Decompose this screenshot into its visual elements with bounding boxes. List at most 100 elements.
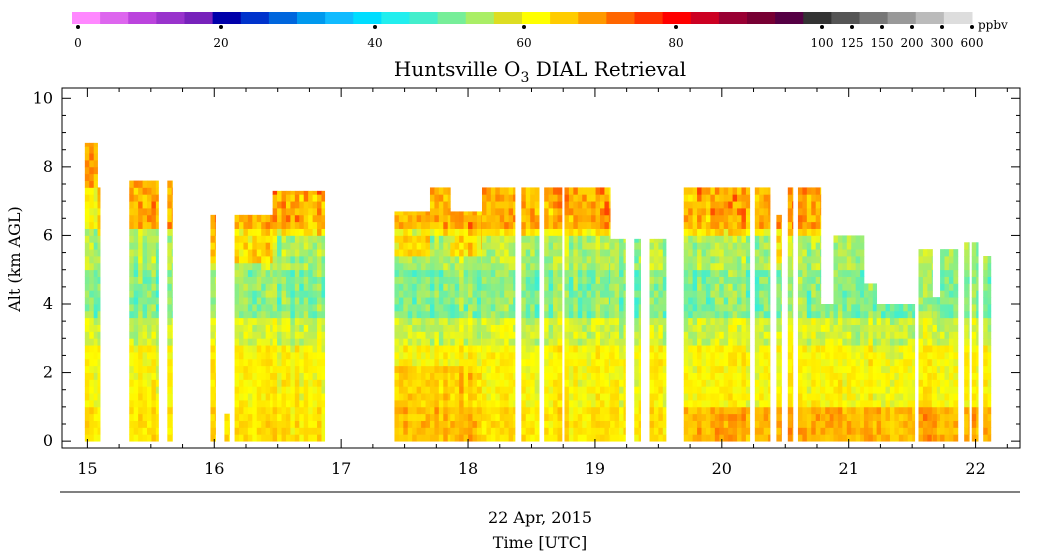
heatmap-cell xyxy=(683,413,689,421)
heatmap-cell xyxy=(759,221,765,229)
heatmap-cell xyxy=(802,338,808,346)
heatmap-cell xyxy=(234,214,240,223)
heatmap-cell xyxy=(792,345,794,353)
heatmap-cell xyxy=(412,413,418,421)
heatmap-cell xyxy=(898,304,904,312)
heatmap-cell xyxy=(495,400,501,408)
heatmap-cell xyxy=(277,358,282,367)
heatmap-cell xyxy=(776,297,782,305)
heatmap-cell xyxy=(243,406,249,415)
heatmap-cell xyxy=(697,310,702,319)
heatmap-cell xyxy=(833,304,839,312)
heatmap-cell xyxy=(425,304,431,312)
heatmap-cell xyxy=(591,228,596,236)
heatmap-cell xyxy=(745,358,751,367)
heatmap-cell xyxy=(129,406,135,415)
heatmap-cell xyxy=(806,365,812,373)
heatmap-cell xyxy=(147,413,152,421)
heatmap-cell xyxy=(855,406,861,415)
heatmap-cell xyxy=(548,221,554,229)
heatmap-cell xyxy=(468,235,473,243)
heatmap-cell xyxy=(499,208,505,216)
heatmap-cell xyxy=(591,208,596,216)
heatmap-cell xyxy=(610,427,615,435)
heatmap-cell xyxy=(557,317,563,325)
heatmap-cell xyxy=(820,413,822,421)
heatmap-cell xyxy=(912,358,916,367)
heatmap-cell xyxy=(557,262,563,271)
heatmap-cell xyxy=(521,358,527,367)
heatmap-cell xyxy=(851,420,857,428)
heatmap-cell xyxy=(443,208,449,216)
heatmap-cell xyxy=(97,187,101,195)
colorbar-cell xyxy=(72,12,101,24)
heatmap-cell xyxy=(261,276,267,284)
heatmap-cell xyxy=(705,304,711,312)
heatmap-cell xyxy=(454,304,460,312)
heatmap-cell xyxy=(133,331,139,339)
heatmap-cell xyxy=(394,214,400,223)
heatmap-cell xyxy=(697,420,702,428)
heatmap-cell xyxy=(683,393,689,401)
heatmap-cell xyxy=(792,310,794,319)
heatmap-cell xyxy=(394,406,400,415)
heatmap-cell xyxy=(658,262,664,271)
heatmap-cell xyxy=(472,262,478,271)
heatmap-cell xyxy=(425,393,431,401)
heatmap-cell xyxy=(586,269,592,277)
heatmap-cell xyxy=(321,434,326,442)
heatmap-cell xyxy=(463,221,469,229)
heatmap-cell xyxy=(133,338,139,346)
heatmap-cell xyxy=(568,214,574,223)
heatmap-cell xyxy=(438,352,444,360)
heatmap-cell xyxy=(472,211,478,216)
heatmap-cell xyxy=(151,249,157,257)
heatmap-cell xyxy=(623,283,626,291)
heatmap-cell xyxy=(299,249,305,257)
heatmap-cell xyxy=(486,187,492,195)
heatmap-cell xyxy=(692,262,698,271)
heatmap-cell xyxy=(868,379,874,387)
heatmap-cell xyxy=(508,331,514,339)
heatmap-cell xyxy=(308,304,313,312)
heatmap-cell xyxy=(394,338,400,346)
heatmap-cell xyxy=(155,249,159,257)
heatmap-cell xyxy=(868,324,874,332)
heatmap-cell xyxy=(912,427,916,435)
heatmap-cell xyxy=(697,358,702,367)
heatmap-cell xyxy=(434,386,440,394)
heatmap-cell xyxy=(443,413,449,421)
heatmap-cell xyxy=(582,365,588,373)
heatmap-cell xyxy=(820,386,826,394)
heatmap-cell xyxy=(662,434,667,442)
heatmap-cell xyxy=(303,269,309,277)
heatmap-cell xyxy=(837,406,843,415)
heatmap-cell xyxy=(792,338,794,346)
heatmap-cell xyxy=(416,304,422,312)
heatmap-cell xyxy=(513,427,516,435)
heatmap-cell xyxy=(468,372,473,380)
heatmap-cell xyxy=(714,187,720,195)
heatmap-cell xyxy=(737,345,742,353)
heatmap-cell xyxy=(321,338,326,346)
heatmap-cell xyxy=(97,379,101,387)
heatmap-cell xyxy=(564,324,570,332)
heatmap-cell xyxy=(912,338,916,346)
heatmap-cell xyxy=(171,180,173,188)
heatmap-cell xyxy=(553,331,558,339)
heatmap-cell xyxy=(619,269,624,277)
heatmap-cell xyxy=(719,345,725,353)
heatmap-cell xyxy=(133,276,139,284)
heatmap-cell xyxy=(252,345,258,353)
heatmap-cell xyxy=(586,228,592,236)
heatmap-cell xyxy=(754,297,760,305)
heatmap-cell xyxy=(697,249,702,257)
heatmap-cell xyxy=(842,317,848,325)
heatmap-cell xyxy=(754,276,760,284)
heatmap-cell xyxy=(147,379,152,387)
heatmap-cell xyxy=(714,400,720,408)
heatmap-cell xyxy=(429,338,435,346)
heatmap-cell xyxy=(530,262,536,271)
heatmap-cell xyxy=(881,310,886,319)
heatmap-cell xyxy=(697,269,702,277)
